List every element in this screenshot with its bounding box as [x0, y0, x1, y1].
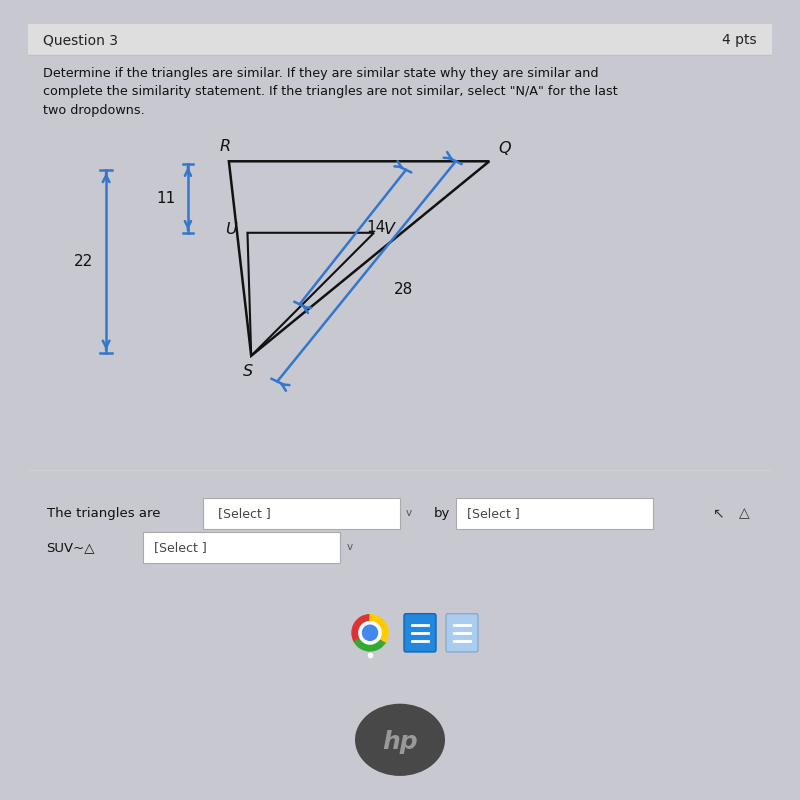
Text: S: S — [242, 364, 253, 379]
Text: ↖: ↖ — [713, 506, 724, 520]
Text: Question 3: Question 3 — [43, 33, 118, 47]
Text: Determine if the triangles are similar. If they are similar state why they are s: Determine if the triangles are similar. … — [43, 67, 618, 117]
Text: [Select ]: [Select ] — [154, 541, 207, 554]
Text: v: v — [346, 542, 353, 552]
Text: R: R — [219, 139, 230, 154]
Text: △: △ — [738, 506, 749, 520]
Text: SUV~△: SUV~△ — [46, 541, 95, 554]
Text: The triangles are: The triangles are — [46, 506, 160, 519]
Bar — [28, 24, 772, 55]
FancyBboxPatch shape — [404, 614, 436, 652]
Circle shape — [359, 622, 381, 644]
Text: 14: 14 — [366, 219, 386, 234]
Wedge shape — [352, 614, 370, 642]
Text: 28: 28 — [394, 282, 414, 298]
Ellipse shape — [355, 704, 445, 776]
Text: 11: 11 — [156, 191, 175, 206]
Text: v: v — [406, 508, 412, 518]
Text: [Select ]: [Select ] — [218, 506, 270, 519]
Wedge shape — [370, 614, 388, 642]
Text: Q: Q — [498, 141, 510, 156]
Wedge shape — [354, 633, 386, 651]
Text: [Select ]: [Select ] — [467, 506, 520, 519]
Text: by: by — [434, 506, 450, 519]
Circle shape — [362, 625, 378, 641]
FancyBboxPatch shape — [456, 498, 653, 529]
Text: 4 pts: 4 pts — [722, 33, 757, 47]
Text: V: V — [383, 222, 394, 238]
FancyBboxPatch shape — [203, 498, 400, 529]
Text: 22: 22 — [74, 254, 94, 269]
FancyBboxPatch shape — [446, 614, 478, 652]
Text: U: U — [226, 222, 237, 238]
Text: hp: hp — [382, 730, 418, 754]
FancyBboxPatch shape — [143, 532, 341, 563]
